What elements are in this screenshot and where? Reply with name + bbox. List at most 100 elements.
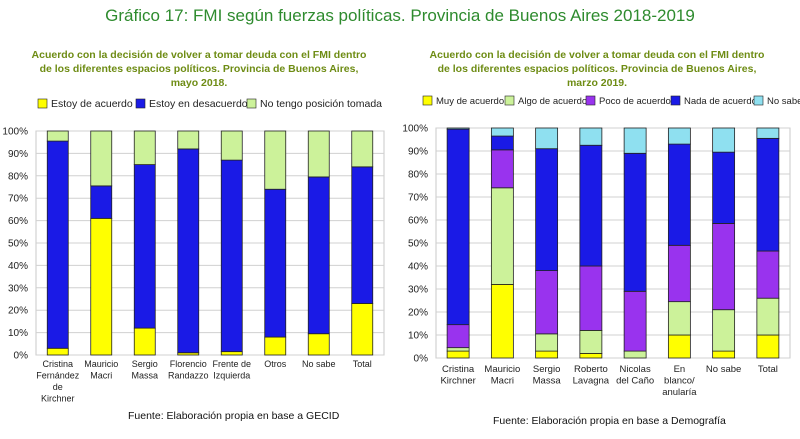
bar-segment — [623, 290, 647, 352]
y-tick-label: 20% — [408, 308, 428, 319]
chart-2-title-line: Acuerdo con la decisión de volver a toma… — [429, 49, 765, 61]
bar-segment — [46, 140, 69, 349]
chart-2-title: Acuerdo con la decisión de volver a toma… — [412, 48, 782, 90]
bar-segment — [90, 217, 113, 356]
bar-segment — [712, 151, 736, 224]
y-tick-label: 70% — [8, 194, 28, 205]
x-tick-label: Mauricio — [484, 364, 520, 375]
bar-segment — [756, 127, 780, 139]
bar-segment — [535, 148, 559, 271]
x-tick-label: Fernández — [36, 371, 80, 381]
x-tick-label: de — [53, 382, 63, 392]
x-tick-label: Cristina — [42, 359, 73, 369]
legend-swatch — [504, 95, 515, 106]
y-tick-label: 40% — [8, 261, 28, 272]
y-tick-label: 90% — [408, 147, 428, 158]
y-tick-label: 100% — [2, 127, 28, 138]
bar-segment — [756, 137, 780, 252]
y-tick-label: 100% — [402, 124, 428, 135]
chart-1-source: Fuente: Elaboración propia en base a GEC… — [128, 410, 340, 422]
bar-segment — [446, 350, 470, 359]
y-tick-label: 80% — [408, 170, 428, 181]
x-tick-label: Total — [353, 359, 372, 369]
bar-segment — [667, 143, 691, 246]
bar-segment — [446, 127, 470, 130]
bar-segment — [307, 130, 330, 178]
y-tick-label: 70% — [408, 193, 428, 204]
bar-segment — [623, 350, 647, 359]
chart-2-title-line: marzo 2019. — [566, 77, 628, 89]
bar-segment — [307, 333, 330, 356]
x-tick-label: No sabe — [706, 364, 741, 375]
bar-segment — [579, 329, 603, 354]
y-tick-label: 40% — [408, 262, 428, 273]
legend-label: Algo de acuerdo — [518, 96, 587, 107]
bar-segment — [133, 130, 156, 165]
chart-2-title-line: de los diferentes espacios políticos. Pr… — [437, 63, 757, 75]
x-tick-label: Total — [758, 364, 778, 375]
bar-segment — [351, 166, 374, 304]
x-tick-label: Izquierda — [213, 371, 250, 381]
bar-segment — [490, 283, 514, 359]
bar-segment — [623, 152, 647, 292]
bar-segment — [220, 130, 243, 161]
legend-swatch — [585, 95, 596, 106]
y-tick-label: 80% — [8, 171, 28, 182]
bar-segment — [579, 265, 603, 331]
bar-segment — [46, 130, 69, 142]
x-tick-label: Macri — [491, 376, 514, 387]
y-tick-label: 90% — [8, 149, 28, 160]
bar-segment — [712, 127, 736, 153]
chart-1-title-line: Acuerdo con la decisión de volver a toma… — [31, 49, 367, 61]
bar-segment — [177, 148, 200, 354]
bar-segment — [264, 188, 287, 338]
legend-swatch — [37, 98, 48, 109]
legend-swatch — [422, 95, 433, 106]
bar-segment — [667, 127, 691, 145]
bar-segment — [90, 185, 113, 219]
x-tick-label: Sergio — [533, 364, 560, 375]
x-tick-label: Nicolas — [620, 364, 651, 375]
y-tick-label: 0% — [14, 351, 29, 362]
bar-segment — [307, 176, 330, 335]
bar-segment — [712, 350, 736, 359]
x-tick-label: Roberto — [574, 364, 608, 375]
y-tick-label: 50% — [408, 239, 428, 250]
x-tick-label: Lavagna — [573, 376, 610, 387]
bar-segment — [490, 127, 514, 137]
bar-segment — [667, 334, 691, 359]
bar-segment — [756, 334, 780, 359]
y-tick-label: 10% — [408, 331, 428, 342]
x-tick-label: Cristina — [442, 364, 475, 375]
bar-segment — [490, 187, 514, 285]
page-title: Gráfico 17: FMI según fuerzas políticas.… — [105, 6, 695, 25]
legend-label: Nada de acuerdo — [684, 96, 757, 107]
x-tick-label: Kirchner — [440, 376, 475, 387]
bar-segment — [490, 149, 514, 189]
bar-segment — [535, 270, 559, 335]
x-tick-label: No sabe — [302, 359, 336, 369]
bar-segment — [579, 352, 603, 359]
legend-label: No sabe — [767, 96, 800, 107]
bar-segment — [623, 127, 647, 154]
legend-label: Muy de acuerdo — [436, 96, 504, 107]
bar-segment — [90, 130, 113, 187]
bar-segment — [756, 297, 780, 336]
bar-segment — [712, 223, 736, 311]
bar-segment — [446, 128, 470, 326]
x-tick-label: Randazzo — [168, 371, 209, 381]
legend-swatch — [246, 98, 257, 109]
chart-1-title-line: de los diferentes espacios políticos. Pr… — [39, 63, 359, 75]
legend-label: Estoy en desacuerdo — [149, 98, 248, 110]
bar-segment — [667, 244, 691, 303]
y-tick-label: 50% — [8, 239, 28, 250]
x-tick-label: En — [674, 364, 686, 375]
x-tick-label: Massa — [131, 371, 158, 381]
bar-segment — [446, 347, 470, 352]
y-tick-label: 60% — [8, 216, 28, 227]
y-tick-label: 30% — [8, 283, 28, 294]
x-tick-label: Macri — [90, 371, 112, 381]
x-tick-label: Kirchner — [41, 394, 75, 404]
x-tick-label: Sergio — [132, 359, 158, 369]
